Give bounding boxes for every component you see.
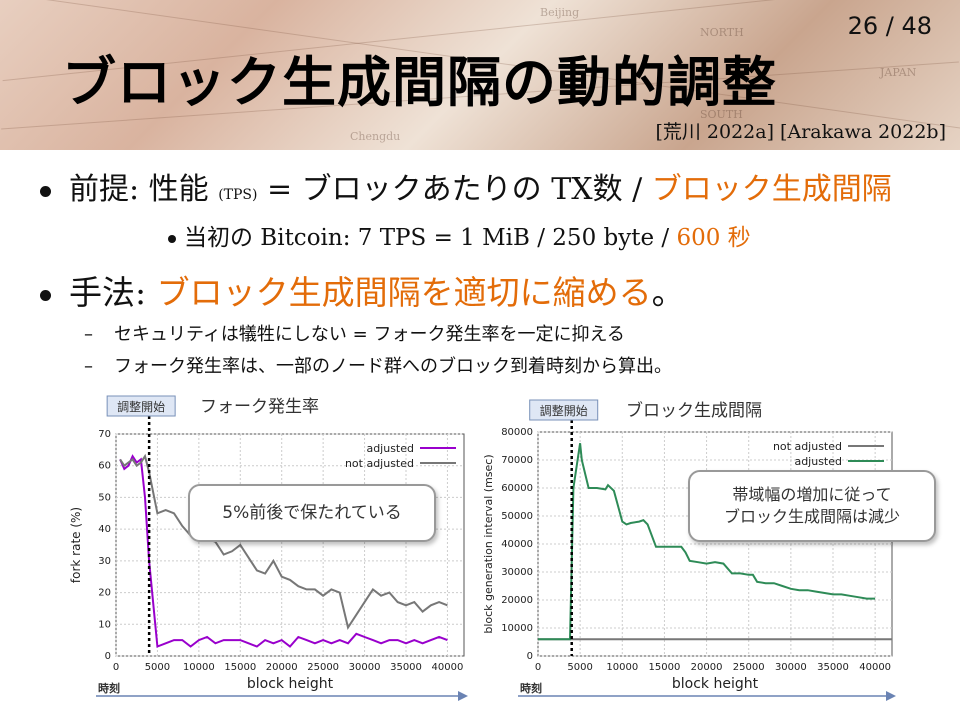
bullet-premise-small: (TPS) — [218, 187, 258, 203]
bullet-method-suffix: 。 — [651, 273, 685, 312]
fork-rate-callout-text: 5%前後で保たれている — [222, 503, 402, 523]
adjust-start-box — [106, 395, 176, 417]
fork-rate-chart: 0 10 20 30 40 50 60 70 0 5000 10000 15000 20000 25000… — [69, 395, 468, 701]
map-label: SOUTH — [700, 108, 743, 121]
x-tick-label: 15000 — [649, 662, 681, 673]
bullet-premise-mid: = ブロックあたりの TX数 / — [257, 172, 652, 207]
sub-bullet-forkrate-text: フォーク発生率は、一部のノード群へのブロック到着時刻から算出。 — [114, 356, 672, 377]
interval-callout: 帯域幅の増加に従って ブロック生成間隔は減少 — [688, 470, 936, 542]
y-tick-label: 40000 — [501, 539, 533, 550]
time-axis-arrow-head — [886, 691, 896, 701]
bullet-premise-highlight: ブロック生成間隔 — [651, 172, 892, 207]
y-axis-label: fork rate (%) — [69, 507, 83, 583]
slide-title: ブロック生成間隔の動的調整 — [62, 51, 777, 114]
time-label: 時刻 — [98, 681, 120, 695]
y-tick-label: 70000 — [501, 455, 533, 466]
y-tick-label: 20 — [98, 588, 111, 599]
legend-label: adjusted — [794, 455, 842, 468]
time-axis-arrow-head — [458, 691, 468, 701]
adjust-start-box — [529, 399, 599, 421]
bullet-premise-sub: 当初の Bitcoin: 7 TPS = 1 MiB / 250 byte / … — [168, 218, 751, 252]
adjust-start-label: 調整開始 — [540, 403, 588, 418]
chart-title: ブロック生成間隔 — [626, 400, 762, 421]
bullet-dot — [40, 289, 51, 301]
adjust-start-label: 調整開始 — [117, 399, 165, 414]
x-tick-label: 35000 — [817, 662, 849, 673]
bullet-dot — [168, 235, 176, 243]
legend-label: adjusted — [366, 442, 414, 455]
map-label: NORTH — [700, 26, 744, 39]
bullet-method-highlight: ブロック生成間隔を適切に縮める — [156, 273, 652, 312]
y-tick-label: 60 — [98, 461, 111, 472]
bullet-premise: 前提: 性能 (TPS) = ブロックあたりの TX数 / ブロック生成間隔 — [40, 164, 892, 208]
y-tick-label: 60000 — [501, 483, 533, 494]
x-tick-label: 0 — [535, 662, 541, 673]
series-line-adjusted — [119, 454, 448, 648]
x-axis-label: block height — [247, 676, 334, 692]
x-tick-label: 35000 — [390, 662, 422, 673]
page-number: 26 / 48 — [847, 12, 932, 40]
y-tick-label: 10 — [98, 619, 111, 630]
chart-title: フォーク発生率 — [200, 397, 319, 417]
bullet-method: 手法: ブロック生成間隔を適切に縮める。 — [40, 266, 685, 314]
time-label: 時刻 — [520, 681, 542, 695]
interval-callout-line2: ブロック生成間隔は減少 — [723, 507, 900, 526]
map-label: JAPAN — [880, 66, 917, 79]
map-label: Beijing — [540, 6, 580, 19]
y-tick-label: 20000 — [501, 595, 533, 606]
x-axis-label: block height — [672, 676, 759, 692]
x-tick-label: 20000 — [691, 662, 723, 673]
y-tick-label: 50000 — [501, 511, 533, 522]
x-tick-label: 40000 — [432, 662, 464, 673]
x-tick-label: 15000 — [224, 662, 256, 673]
x-tick-label: 30000 — [775, 662, 807, 673]
x-tick-label: 10000 — [606, 662, 638, 673]
citation: [荒川 2022a] [Arakawa 2022b] — [655, 121, 946, 143]
legend-label: not adjusted — [345, 457, 414, 470]
x-tick-label: 25000 — [733, 662, 765, 673]
series-line-not-adjusted — [119, 453, 448, 630]
y-tick-label: 0 — [105, 651, 111, 662]
legend-label: not adjusted — [773, 440, 842, 453]
x-tick-label: 25000 — [307, 662, 339, 673]
x-tick-label: 5000 — [145, 662, 170, 673]
bullet-premise-prefix: 前提: 性能 — [69, 172, 219, 207]
block-interval-chart: 0100002000030000400005000060000700008000… — [482, 399, 896, 701]
bullet-sub-text: 当初の Bitcoin: 7 TPS = 1 MiB / 250 byte / — [184, 225, 677, 251]
fork-rate-callout: 5%前後で保たれている — [188, 484, 436, 542]
sub-bullet-security-text: セキュリティは犠牲にしない = フォーク発生率を一定に抑える — [114, 324, 625, 345]
y-tick-label: 70 — [98, 429, 111, 440]
y-tick-label: 30000 — [501, 567, 533, 578]
x-tick-label: 10000 — [183, 662, 215, 673]
x-tick-label: 0 — [113, 662, 119, 673]
header-background: Beijing NORTH JAPAN SOUTH Chengdu — [0, 0, 960, 150]
y-tick-label: 40 — [98, 524, 111, 535]
y-tick-label: 80000 — [501, 427, 533, 438]
interval-callout-line1: 帯域幅の増加に従って — [732, 485, 892, 504]
x-tick-label: 20000 — [266, 662, 298, 673]
x-tick-label: 40000 — [859, 662, 891, 673]
bullet-dot — [40, 185, 51, 197]
x-tick-label: 5000 — [567, 662, 592, 673]
y-tick-label: 30 — [98, 556, 111, 567]
y-tick-label: 0 — [527, 651, 533, 662]
y-axis-label: block generation interval (msec) — [482, 454, 495, 633]
map-label: Chengdu — [350, 130, 401, 143]
sub-bullet-security: – セキュリティは犠牲にしない = フォーク発生率を一定に抑える — [84, 324, 625, 345]
bullet-sub-highlight: 600 秒 — [676, 225, 751, 251]
x-tick-label: 30000 — [349, 662, 381, 673]
series-line-adjusted — [538, 443, 876, 641]
bullet-method-prefix: 手法: — [69, 273, 157, 312]
y-tick-label: 10000 — [501, 623, 533, 634]
y-tick-label: 50 — [98, 492, 111, 503]
sub-bullet-forkrate: – フォーク発生率は、一部のノード群へのブロック到着時刻から算出。 — [84, 356, 672, 377]
